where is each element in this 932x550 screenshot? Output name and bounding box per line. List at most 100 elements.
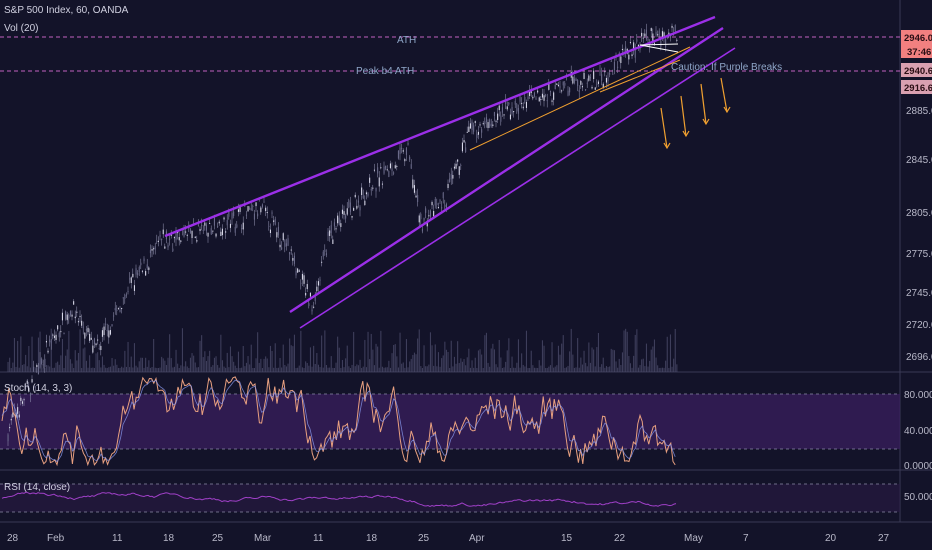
volume-bar <box>284 364 286 372</box>
candle-body <box>647 39 649 41</box>
down-arrow-head <box>663 142 671 150</box>
candle-body <box>327 231 329 236</box>
volume-bar <box>612 349 614 372</box>
candle-body <box>332 239 334 244</box>
volume-bar <box>177 363 179 372</box>
candle-body <box>572 76 574 84</box>
candle-body <box>665 39 667 48</box>
volume-bar <box>180 365 182 372</box>
volume-bar <box>292 346 294 372</box>
y-tick-label: 2745.0 <box>906 288 932 299</box>
volume-bar <box>63 367 65 372</box>
candle-body <box>338 217 340 225</box>
candle-body <box>599 70 601 73</box>
volume-bar <box>644 366 646 372</box>
volume-bar <box>13 338 15 372</box>
candle-body <box>65 311 67 320</box>
volume-bar <box>548 366 550 372</box>
volume-bar <box>329 367 331 372</box>
candle-body <box>266 212 268 214</box>
candle-body <box>217 226 219 228</box>
candle-body <box>173 237 175 239</box>
volume-bar <box>657 365 659 372</box>
volume-bar <box>103 364 105 372</box>
volume-bar <box>402 362 404 372</box>
orange-trend-line[interactable] <box>469 46 691 151</box>
volume-bar <box>308 365 310 372</box>
volume-bar <box>319 367 321 372</box>
volume-bar <box>57 361 59 372</box>
volume-bar <box>572 354 574 372</box>
candle-body <box>301 273 303 280</box>
volume-bar <box>68 330 70 372</box>
volume-bar <box>162 358 164 372</box>
volume-bar <box>498 340 500 372</box>
volume-bar <box>386 367 388 372</box>
candle-body <box>661 31 663 38</box>
candle-body <box>220 231 222 236</box>
volume-bar <box>554 366 556 372</box>
volume-bar <box>602 357 604 372</box>
candle-body <box>649 45 651 47</box>
candle-body <box>532 96 534 99</box>
volume-bar <box>175 349 177 372</box>
candle-body <box>226 220 228 226</box>
volume-bar <box>9 357 11 372</box>
volume-bar <box>524 366 526 372</box>
candle-body <box>340 223 342 227</box>
candle-body <box>396 165 398 167</box>
candle-body <box>397 150 399 159</box>
candle-body <box>295 270 297 276</box>
volume-bar <box>399 332 401 372</box>
volume-bar <box>655 357 657 372</box>
channel-lower-line[interactable] <box>299 47 736 329</box>
candle-body <box>399 147 401 154</box>
candle-body <box>236 224 238 228</box>
candle-body <box>450 174 452 180</box>
candle-body <box>199 229 201 231</box>
volume-bar <box>433 365 435 372</box>
candle-body <box>567 90 569 96</box>
volume-bar <box>345 358 347 372</box>
volume-bar <box>401 363 403 372</box>
volume-bar <box>71 363 73 372</box>
candle-body <box>346 208 348 215</box>
volume-bar <box>173 366 175 372</box>
candle-body <box>453 166 455 169</box>
candle-body <box>167 245 169 248</box>
channel-upper-line[interactable] <box>164 15 716 238</box>
candle-body <box>205 224 207 231</box>
candle-body <box>50 341 52 344</box>
volume-bar <box>405 339 407 372</box>
volume-bar <box>661 367 663 372</box>
candle-body <box>489 119 491 128</box>
candle-body <box>628 54 630 60</box>
volume-bar <box>473 367 475 372</box>
volume-bar <box>127 341 129 372</box>
candle-body <box>597 81 599 84</box>
candle-body <box>241 228 243 230</box>
candle-body <box>634 49 636 58</box>
candle-body <box>308 303 310 307</box>
volume-bar <box>474 357 476 372</box>
volume-bar <box>501 367 503 372</box>
candle-body <box>263 201 265 203</box>
orange-trend-line-2[interactable] <box>599 59 681 93</box>
candle-body <box>644 33 646 37</box>
volume-bar <box>557 345 559 372</box>
volume-bar <box>625 328 627 372</box>
x-tick-label: 25 <box>418 533 430 544</box>
candle-body <box>143 258 145 262</box>
volume-bar <box>674 329 676 372</box>
channel-middle-line[interactable] <box>289 26 724 314</box>
volume-bar <box>268 367 270 372</box>
wedge-top-line[interactable] <box>639 43 679 46</box>
candle-body <box>410 164 412 169</box>
wedge-bottom-line[interactable] <box>639 44 679 53</box>
volume-bar <box>295 367 297 372</box>
volume-bar <box>15 366 17 372</box>
volume-bar <box>124 350 126 372</box>
candle-body <box>57 325 59 330</box>
candle-body <box>423 217 425 221</box>
